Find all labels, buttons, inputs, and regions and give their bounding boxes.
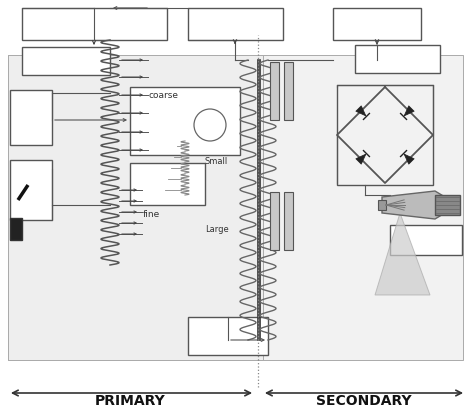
Text: Large: Large	[205, 225, 229, 234]
Polygon shape	[356, 106, 366, 116]
Bar	[188, 317, 268, 355]
Polygon shape	[18, 185, 28, 200]
Bar	[355, 45, 440, 73]
Polygon shape	[356, 154, 366, 164]
Text: PRIMARY: PRIMARY	[95, 394, 165, 408]
Bar	[10, 160, 52, 220]
Bar	[22, 47, 110, 75]
Polygon shape	[382, 191, 450, 219]
Text: fine: fine	[143, 210, 160, 220]
Bar	[22, 8, 167, 40]
Bar	[284, 192, 293, 250]
Bar	[435, 195, 460, 215]
Bar	[378, 200, 386, 210]
Polygon shape	[404, 154, 414, 164]
Bar	[130, 87, 240, 155]
Circle shape	[194, 109, 226, 141]
Bar	[270, 62, 279, 120]
Text: Small: Small	[205, 158, 228, 166]
Bar	[337, 85, 433, 185]
Bar	[390, 225, 462, 255]
Bar	[188, 8, 283, 40]
Bar	[8, 55, 263, 360]
Bar	[10, 218, 22, 240]
Bar	[10, 90, 52, 145]
Text: SECONDARY: SECONDARY	[316, 394, 412, 408]
Polygon shape	[404, 106, 414, 116]
Bar	[130, 163, 205, 205]
Polygon shape	[375, 213, 430, 295]
Bar	[270, 192, 279, 250]
Text: coarse: coarse	[149, 90, 179, 100]
Bar	[284, 62, 293, 120]
Bar	[333, 8, 421, 40]
Bar	[8, 55, 463, 360]
